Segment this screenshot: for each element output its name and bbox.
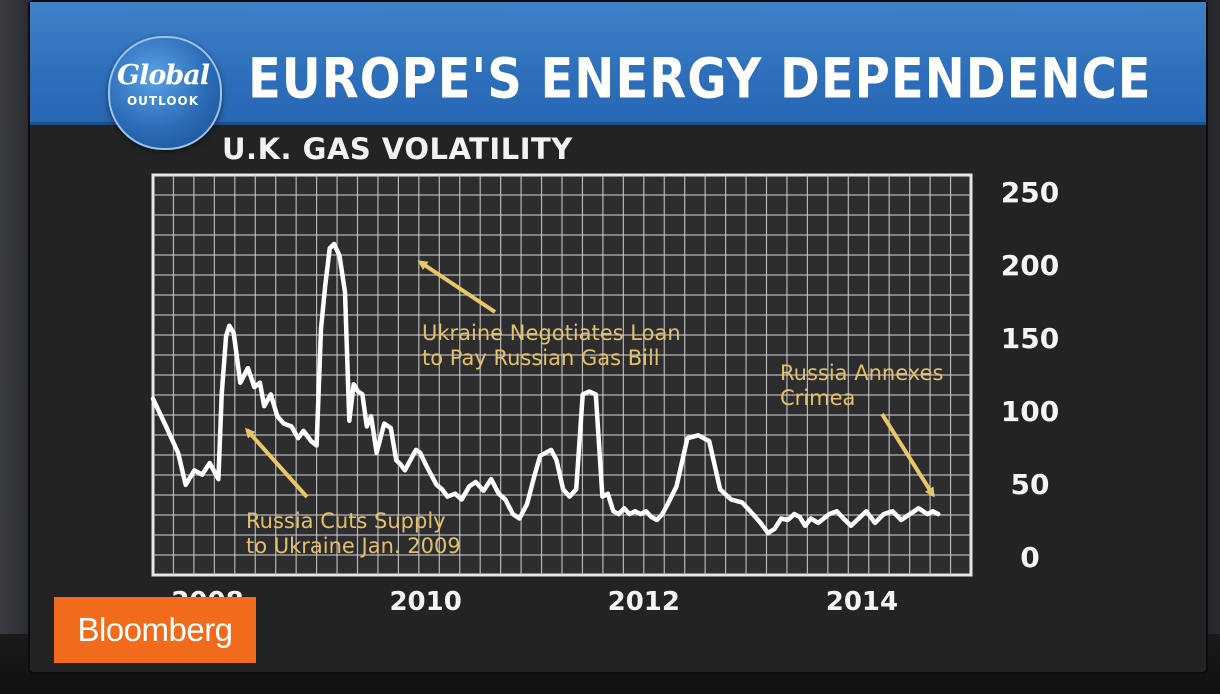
y-tick-label: 100 (1001, 395, 1059, 428)
series-layer (150, 241, 941, 536)
annotation-text-line2: to Pay Russian Gas Bill (422, 346, 660, 370)
x-tick-label: 2014 (826, 587, 898, 617)
chart-grid (153, 175, 971, 575)
main-title: EUROPE'S ENERGY DEPENDENCE (248, 47, 1152, 112)
annotation-text-line1: Russia Cuts Supply (246, 509, 446, 533)
bloomberg-logo: Bloomberg (54, 597, 256, 663)
y-tick-label: 250 (1001, 176, 1059, 209)
annotation-text-line2: to Ukraine Jan. 2009 (246, 534, 461, 558)
annotation-arrow (417, 260, 497, 314)
logo-line-outlook: OUTLOOK (126, 94, 200, 108)
annotation-arrow (244, 427, 309, 499)
axis-ticks: 0501001502002502008201020122014 (171, 176, 1059, 617)
volatility-line (150, 241, 941, 536)
y-tick-label: 0 (1020, 541, 1039, 574)
y-tick-label: 150 (1001, 322, 1059, 355)
global-outlook-logo (108, 36, 222, 150)
y-tick-label: 200 (1001, 249, 1059, 282)
annotation-text-line2: Crimea (780, 386, 855, 410)
chart-title: U.K. GAS VOLATILITY (222, 132, 573, 166)
x-tick-label: 2012 (608, 587, 680, 617)
y-tick-label: 50 (1011, 468, 1050, 501)
annotation-text-line1: Ukraine Negotiates Loan (422, 321, 681, 345)
x-tick-label: 2010 (389, 587, 461, 617)
header-banner (30, 2, 1206, 125)
annotation-text-line1: Russia Annexes (780, 361, 943, 385)
logo-line-global: Global (117, 60, 210, 91)
annotation-arrow (880, 412, 935, 498)
